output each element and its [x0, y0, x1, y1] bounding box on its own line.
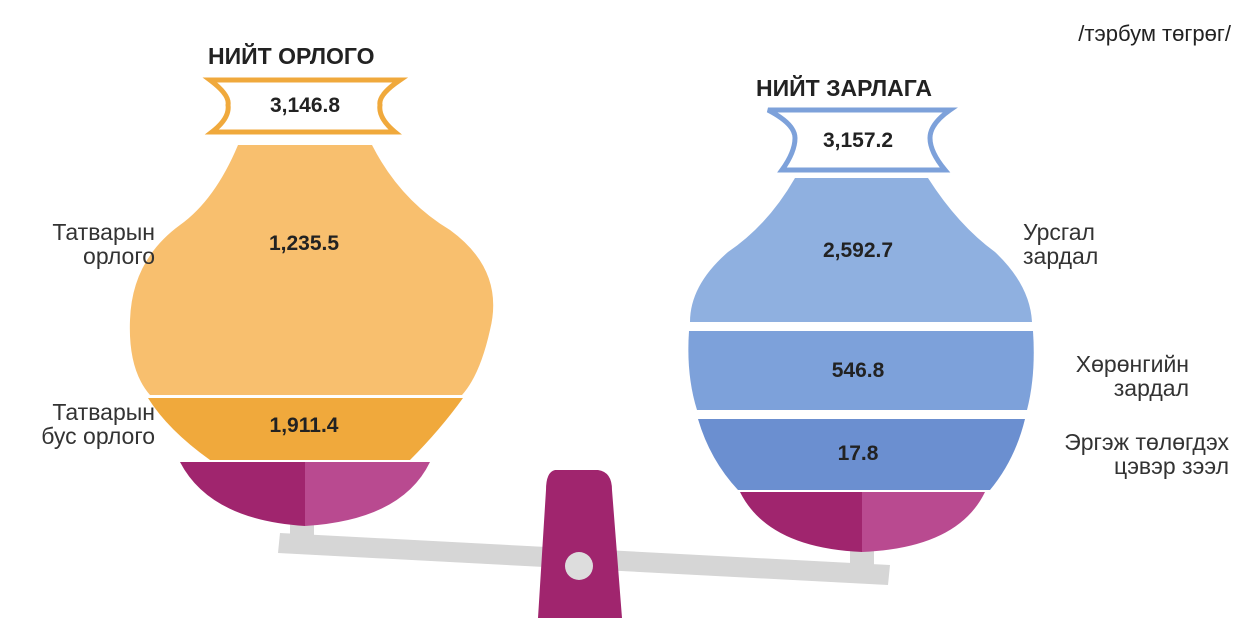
vase-band: [688, 331, 1034, 410]
vase-band: [698, 419, 1025, 490]
left-pan: [305, 462, 430, 526]
title: НИЙТ ЗАРЛАГА: [756, 75, 932, 101]
label: Татварын бус орлого: [41, 399, 155, 450]
right-pan: [862, 492, 985, 552]
fulcrum: [538, 470, 622, 618]
value: 1,911.4: [269, 414, 339, 437]
right-pan: [740, 492, 862, 552]
vase-band: [690, 178, 1032, 322]
vase-neck: [766, 107, 958, 173]
vase-neck: [202, 77, 409, 135]
value: 2,592.7: [822, 239, 894, 262]
label: Татварын орлого: [52, 219, 155, 270]
left-pan: [180, 462, 305, 526]
pivot: [565, 552, 593, 580]
label: Урсгал зардал: [1023, 219, 1099, 270]
title: НИЙТ ОРЛОГО: [208, 43, 375, 69]
vase-body: [129, 145, 494, 395]
value: 546.8: [831, 359, 885, 382]
label: Эргэж төлөгдэх цэвэр зээл: [1064, 429, 1229, 480]
total: 3,146.8: [269, 94, 341, 117]
value: 17.8: [837, 442, 879, 465]
vase-band: [148, 398, 463, 460]
label: Хөрөнгийн зардал: [1075, 351, 1189, 402]
unit: /тэрбум төгрөг/: [1078, 21, 1231, 46]
value: 1,235.5: [268, 232, 340, 255]
total: 3,157.2: [822, 129, 894, 152]
